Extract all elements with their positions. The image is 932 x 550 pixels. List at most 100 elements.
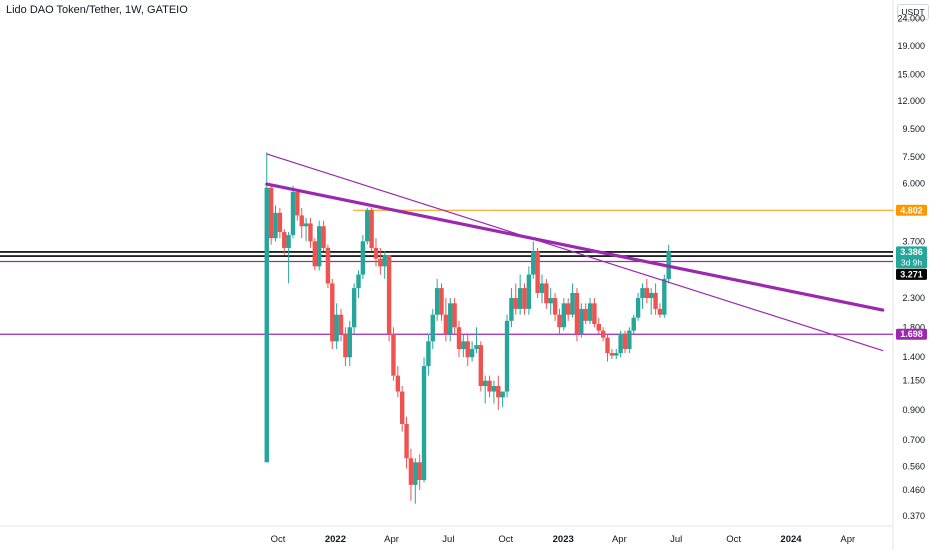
candle-body <box>369 210 374 248</box>
candles <box>264 152 671 504</box>
candle-body <box>421 366 427 481</box>
candle-body <box>413 462 418 485</box>
candle-body <box>330 283 335 342</box>
candle-body <box>347 327 352 358</box>
candle-body <box>478 345 484 386</box>
x-tick-label: Apr <box>384 534 399 545</box>
candle-body <box>605 337 610 354</box>
candle-body <box>600 330 606 338</box>
candle-body <box>618 334 623 354</box>
candle-body <box>487 380 492 392</box>
candle-body <box>434 288 440 315</box>
candle-body <box>373 247 379 259</box>
candle-body <box>500 391 505 398</box>
candle-body <box>277 212 283 233</box>
y-tick-label: 15.000 <box>897 69 925 79</box>
countdown-label: 3d 9h <box>901 257 923 267</box>
chart-title: Lido DAO Token/Tether, 1W, GATEIO <box>6 4 188 16</box>
candle-body <box>592 303 597 324</box>
candle-body <box>653 292 658 309</box>
price-label: 1.698 <box>900 329 923 339</box>
y-tick-label: 9.500 <box>902 124 925 134</box>
price-label-bg <box>896 204 927 216</box>
y-tick-label: 0.900 <box>902 405 925 415</box>
candle-body <box>448 303 453 335</box>
x-tick-label: 2023 <box>553 534 574 545</box>
price-label: 3.271 <box>900 269 923 279</box>
y-tick-label: 1.150 <box>902 376 925 386</box>
x-tick-label: Jul <box>670 534 682 545</box>
candle-body <box>570 292 575 315</box>
candle-body <box>408 458 414 485</box>
price-label: 3.124 <box>900 257 923 267</box>
candle-body <box>325 247 331 284</box>
candle-body <box>596 323 601 331</box>
y-tick-label: 4.800 <box>902 205 925 215</box>
y-tick-label: 19.000 <box>897 41 925 51</box>
candle-body <box>640 288 645 299</box>
candle-body <box>482 380 488 386</box>
candle-body <box>356 274 361 289</box>
candle-body <box>622 334 628 350</box>
x-tick-label: Oct <box>271 534 286 545</box>
candle-body <box>343 334 348 358</box>
y-tick-label: 6.000 <box>902 179 925 189</box>
candle-body <box>360 241 366 275</box>
candle-body <box>303 223 309 227</box>
candle-body <box>308 223 313 242</box>
trend-line <box>265 182 885 312</box>
candle-body <box>395 375 401 392</box>
candle-body <box>561 303 567 328</box>
y-tick-label: 1.800 <box>902 322 925 332</box>
candle-body <box>426 341 431 367</box>
candle-body <box>491 385 497 392</box>
y-tick-label: 0.370 <box>902 511 925 521</box>
x-tick-label: 2024 <box>780 534 802 545</box>
candle-body <box>338 314 344 335</box>
candle-body <box>662 278 667 315</box>
candle-body <box>666 251 671 279</box>
candle-body <box>469 349 475 358</box>
candle-body <box>282 232 287 248</box>
y-tick-label: 7.500 <box>902 152 925 162</box>
candle-body <box>526 274 532 309</box>
candle-body <box>644 288 650 299</box>
candle-body <box>382 254 387 267</box>
candle-body <box>456 327 462 350</box>
currency-button[interactable]: USDT <box>897 4 929 20</box>
candle-body <box>443 314 449 335</box>
candle-body <box>299 215 304 227</box>
candle-body <box>399 391 405 424</box>
candle-body <box>509 298 514 321</box>
x-tick-label: Oct <box>726 534 741 545</box>
price-label-bg <box>896 256 927 268</box>
candle-body <box>351 288 357 328</box>
candle-body <box>535 251 540 293</box>
candle-body <box>496 385 501 398</box>
y-tick-label: 0.560 <box>902 461 925 471</box>
candle-body <box>417 462 422 481</box>
candle-body <box>290 191 296 236</box>
candle-body <box>365 210 370 242</box>
x-tick-label: 2022 <box>325 534 346 545</box>
candle-body <box>539 283 545 293</box>
y-tick-label: 12.000 <box>897 96 925 106</box>
candle-body <box>273 212 278 239</box>
price-label-bg <box>896 328 927 340</box>
candle-body <box>635 298 641 318</box>
candle-body <box>316 226 322 267</box>
candle-body <box>522 288 527 309</box>
y-tick-label: 1.400 <box>902 352 925 362</box>
x-tick-label: Oct <box>498 534 513 545</box>
candle-body <box>430 314 435 342</box>
candle-body <box>531 251 536 275</box>
candle-body <box>552 298 558 315</box>
price-label: 3.386 <box>900 247 923 257</box>
candle-body <box>391 334 396 376</box>
candle-body <box>264 187 269 463</box>
y-tick-label: 3.700 <box>902 236 925 246</box>
price-label-bg <box>896 246 927 269</box>
x-tick-label: Jul <box>442 534 454 545</box>
candle-body <box>321 226 326 248</box>
